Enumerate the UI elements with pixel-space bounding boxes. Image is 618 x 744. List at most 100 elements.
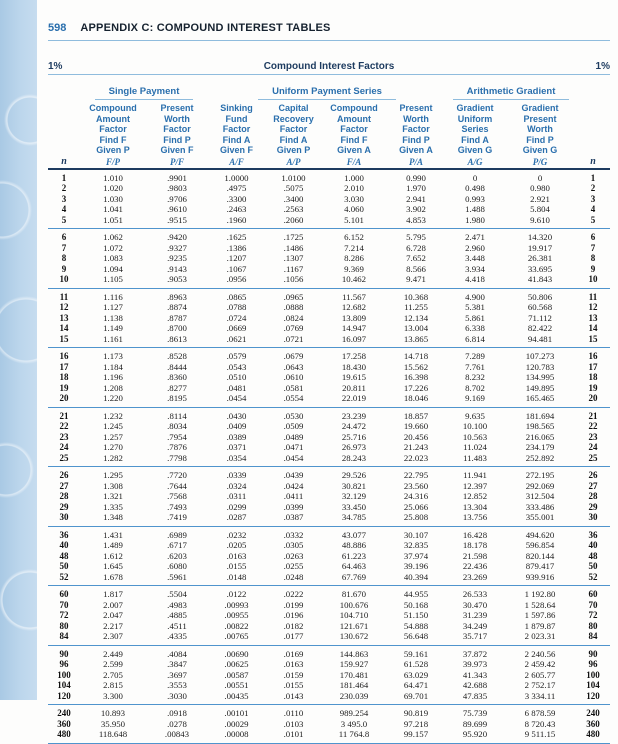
column-header-ag: Gradient Uniform Series Find A Given G A… [446,103,504,169]
factor-value: .0148 [226,571,247,582]
n-value: 10 [59,274,69,284]
factor-value: 23.560 [403,480,429,491]
n-value: 30 [588,512,598,522]
factor-value: 15.562 [403,361,429,372]
n-value: 22 [59,421,69,431]
factor-value: .0581 [283,382,304,393]
column-symbol: A/G [467,156,483,167]
factor-value: 3.448 [465,253,485,263]
table-row: 72 2.047 .4885 .00955 .0196 104.710 51.150 31.2… [48,610,610,621]
factor-value: 3.030 [344,193,364,204]
table-row: 26 1.295 .7720 .0339 .0439 29.526 22.795 11.941… [48,467,610,481]
factor-value: 1 528.64 [524,599,556,610]
n-value: 72 [588,610,598,620]
factor-value: 1.161 [103,333,123,344]
factor-value: 2.960 [465,242,485,253]
table-row: 50 1.645 .6080 .0155 .0255 64.463 39.196 22.436… [48,561,610,572]
factor-value: .8963 [167,291,187,302]
n-value: 15 [588,333,598,344]
n-value: 11 [59,291,69,302]
factor-value: 48.886 [341,540,367,550]
n-value: 16 [588,351,598,361]
group-label: Single Payment [94,86,194,100]
factor-value: 71.112 [528,312,552,323]
factor-value: 69.701 [403,690,429,701]
factor-value: 1.678 [103,571,123,582]
factor-value: .7798 [167,452,187,463]
column-header-pa: Present Worth Factor Find P Given A P/A [386,103,446,169]
factor-value: 0.498 [465,183,485,193]
n-value: 96 [59,659,69,669]
factor-value: 40.394 [403,571,429,582]
factor-value: .9803 [167,183,187,193]
factor-value: 3.934 [465,263,485,274]
factor-value: 12.852 [462,491,488,501]
factor-value: .7720 [167,470,187,480]
n-value: 90 [59,648,69,659]
factor-value: 64.471 [403,680,429,690]
n-value: 25 [588,452,598,463]
factor-value: 30.470 [462,599,488,610]
factor-value: .0481 [226,382,247,393]
factor-value: 5.861 [465,312,485,323]
factor-value: 3.902 [406,204,426,214]
n-value: 3 [61,193,67,204]
table-row: 40 1.489 .6717 .0205 .0305 48.886 32.835 18.178… [48,540,610,551]
n-value: 14 [588,323,598,333]
factor-value: .0332 [283,529,304,540]
factor-value: 1.000 [344,172,364,183]
factor-value: 312.504 [525,491,555,501]
n-value: 100 [586,669,600,680]
factor-value: 820.144 [525,550,555,561]
factor-value: 28.243 [341,452,367,463]
table-block: 6 1.062 .9420 .1625 .1725 6.152 5.795 2.471 14.3… [48,229,611,288]
factor-value: .0122 [226,589,247,599]
table-row: 28 1.321 .7568 .0311 .0411 32.129 24.316 12.852… [48,491,610,502]
factor-value: 56.648 [403,631,429,641]
n-value: 480 [57,729,71,739]
factor-value: 19.615 [341,372,367,382]
n-value: 27 [59,480,69,491]
n-value: 29 [59,501,69,512]
factor-value: 1 597.86 [524,610,556,620]
n-value: 7 [590,242,596,253]
factor-value: 26.973 [341,442,367,452]
factor-value: .2463 [226,204,247,214]
factor-value: .0471 [283,442,304,452]
factor-value: 2 605.77 [524,669,556,680]
factor-value: .0956 [226,274,247,284]
factor-value: .3400 [283,193,304,204]
factor-value: 24.316 [403,491,429,501]
factor-value: .0530 [283,410,304,421]
factor-value: 0.980 [530,183,550,193]
factor-value: 11.483 [463,452,487,463]
factor-value: .00551 [224,680,249,690]
factor-value: .0509 [283,421,304,431]
factor-value: .0371 [226,442,247,452]
factor-value: .9515 [167,214,187,225]
factor-value: 18.430 [341,361,367,372]
factor-value: .0354 [226,452,247,463]
column-header-row: n Compound Amount Factor Find F Given P … [48,103,610,169]
factor-value: 29.526 [341,470,367,480]
factor-value: 51.150 [403,610,429,620]
n-value: 70 [588,599,598,610]
factor-value: 18.178 [462,540,488,550]
factor-value: 1.232 [103,410,123,421]
appendix-title: APPENDIX C: COMPOUND INTEREST TABLES [80,22,331,34]
n-value: 36 [59,529,69,540]
table-row: 9 1.094 .9143 .1067 .1167 9.369 8.566 3.934 33.6… [48,264,610,275]
n-value: 24 [59,442,69,452]
column-symbol: F/A [346,156,362,167]
factor-value: .0196 [283,610,304,620]
factor-value: 60.568 [527,302,553,312]
factor-value: 2 240.56 [524,648,556,659]
factor-value: 20.811 [342,382,366,393]
factor-value: .0621 [226,333,247,344]
factor-value: .0865 [226,291,247,302]
factor-value: 1.645 [103,561,123,571]
factor-value: 104.710 [339,610,369,620]
factor-value: .0263 [283,550,304,561]
factor-value: 95.920 [462,729,488,739]
factor-value: 30.107 [403,529,429,540]
